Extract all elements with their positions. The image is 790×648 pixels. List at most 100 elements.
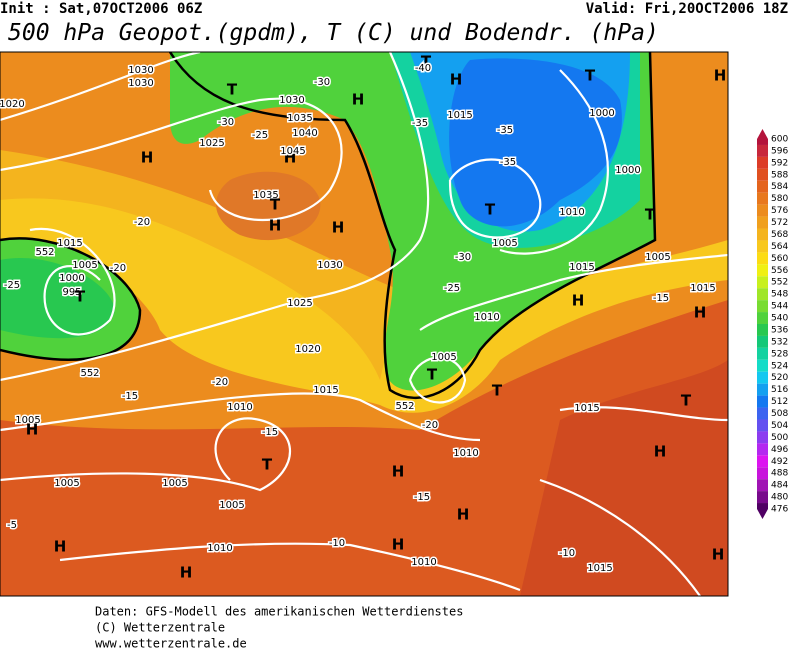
colorbar-swatch <box>757 443 768 456</box>
isoline-label: 1000 <box>59 273 84 284</box>
isoline-label: -15 <box>122 391 138 402</box>
pressure-center: H <box>457 506 470 524</box>
colorbar-label: 504 <box>771 421 788 431</box>
colorbar-label: 484 <box>771 481 788 491</box>
colorbar-label: 520 <box>771 373 788 383</box>
isoline-label: -5 <box>7 520 17 531</box>
colorbar-swatch <box>757 347 768 360</box>
isoline-label: 1000 <box>589 108 614 119</box>
colorbar-label: 580 <box>771 194 788 204</box>
colorbar-swatch <box>757 168 768 181</box>
colorbar-swatch <box>757 252 768 265</box>
isoline-label: 1010 <box>474 312 499 323</box>
pressure-center: H <box>712 546 725 564</box>
isoline-label: -25 <box>4 280 20 291</box>
footer-line: www.wetterzentrale.de <box>95 637 247 648</box>
colorbar-swatch <box>757 503 768 509</box>
colorbar-swatch <box>757 335 768 348</box>
isoline-label: -35 <box>412 118 428 129</box>
colorbar-label: 532 <box>771 337 788 347</box>
colorbar-label: 528 <box>771 349 788 359</box>
isoline-label: -30 <box>218 117 234 128</box>
pressure-center: H <box>180 564 193 582</box>
valid-time: Valid: Fri,20OCT2006 18Z <box>586 1 788 17</box>
colorbar-swatch <box>757 240 768 253</box>
isoline-label: -25 <box>444 283 460 294</box>
colorbar-label: 560 <box>771 254 788 264</box>
colorbar-label: 492 <box>771 457 788 467</box>
colorbar-label: 524 <box>771 361 788 371</box>
colorbar-swatch <box>757 264 768 277</box>
isoline-label: 1010 <box>411 557 436 568</box>
isoline-label: 1005 <box>645 252 670 263</box>
isoline-label: 552 <box>80 368 99 379</box>
colorbar-label: 544 <box>771 302 788 312</box>
pressure-center: T <box>681 392 692 410</box>
isoline-label: 1005 <box>219 500 244 511</box>
isoline-label: 1015 <box>574 403 599 414</box>
colorbar-label: 576 <box>771 206 788 216</box>
isoline-label: 1015 <box>447 110 472 121</box>
isoline-label: 1010 <box>207 543 232 554</box>
pressure-center: H <box>694 304 707 322</box>
colorbar-label: 480 <box>771 493 788 503</box>
colorbar-swatch <box>757 192 768 205</box>
pressure-center: T <box>492 382 503 400</box>
pressure-center: H <box>352 91 365 109</box>
isoline-label: -35 <box>500 157 516 168</box>
colorbar-label: 540 <box>771 314 788 324</box>
pressure-center: T <box>645 206 656 224</box>
isoline-label: 1025 <box>199 138 224 149</box>
colorbar-label: 584 <box>771 182 788 192</box>
colorbar-swatch <box>757 395 768 408</box>
colorbar-swatch <box>757 180 768 193</box>
isoline-label: 1005 <box>72 260 97 271</box>
colorbar-swatch <box>757 156 768 169</box>
pressure-center: T <box>75 288 86 306</box>
isoline-label: -30 <box>314 77 330 88</box>
isoline-label: 1035 <box>287 113 312 124</box>
isoline-label: -15 <box>653 293 669 304</box>
isoline-label: 1045 <box>280 146 305 157</box>
isoline-label: -15 <box>414 492 430 503</box>
pressure-center: H <box>654 443 667 461</box>
pressure-center: H <box>332 219 345 237</box>
colorbar-label: 568 <box>771 230 788 240</box>
colorbar-swatch <box>757 407 768 420</box>
isoline-label: -10 <box>559 548 575 559</box>
colorbar-tip <box>757 129 768 139</box>
isoline-label: 995 <box>62 287 81 298</box>
pressure-center: H <box>572 292 585 310</box>
isoline-label: 1020 <box>0 99 25 110</box>
isoline-label: -15 <box>262 427 278 438</box>
pressure-center: H <box>714 67 727 85</box>
pressure-center: T <box>421 53 432 71</box>
colorbar-label: 592 <box>771 158 788 168</box>
map <box>0 51 729 597</box>
pressure-center: T <box>227 81 238 99</box>
isoline-label: -40 <box>415 63 431 74</box>
colorbar-swatch <box>757 479 768 492</box>
colorbar-label: 496 <box>771 445 788 455</box>
map-labels: 1030 1030 1020 T 1030 -30 H 1035 1040 -30 -25 1025 H… <box>0 53 726 582</box>
colorbar-label: 512 <box>771 397 788 407</box>
isoline-label: -20 <box>422 420 438 431</box>
colorbar-label: 556 <box>771 266 788 276</box>
colorbar-swatch <box>757 431 768 444</box>
colorbar-swatch <box>757 324 768 336</box>
colorbar-label: 488 <box>771 469 788 479</box>
isoline-label: -10 <box>329 538 345 549</box>
colorbar-label: 552 <box>771 278 788 288</box>
isoline-label: 552 <box>395 401 414 412</box>
isoline-label: 1010 <box>227 402 252 413</box>
isoline-label: -20 <box>134 217 150 228</box>
colorbar-label: 536 <box>771 325 788 335</box>
isoline-label: 1015 <box>569 262 594 273</box>
pressure-center: H <box>26 421 39 439</box>
colorbar-label: 516 <box>771 385 788 395</box>
isoline-label: 1015 <box>313 385 338 396</box>
pressure-center: T <box>585 67 596 85</box>
isoline-label: -30 <box>455 252 471 263</box>
colorbar-swatch <box>757 312 768 324</box>
